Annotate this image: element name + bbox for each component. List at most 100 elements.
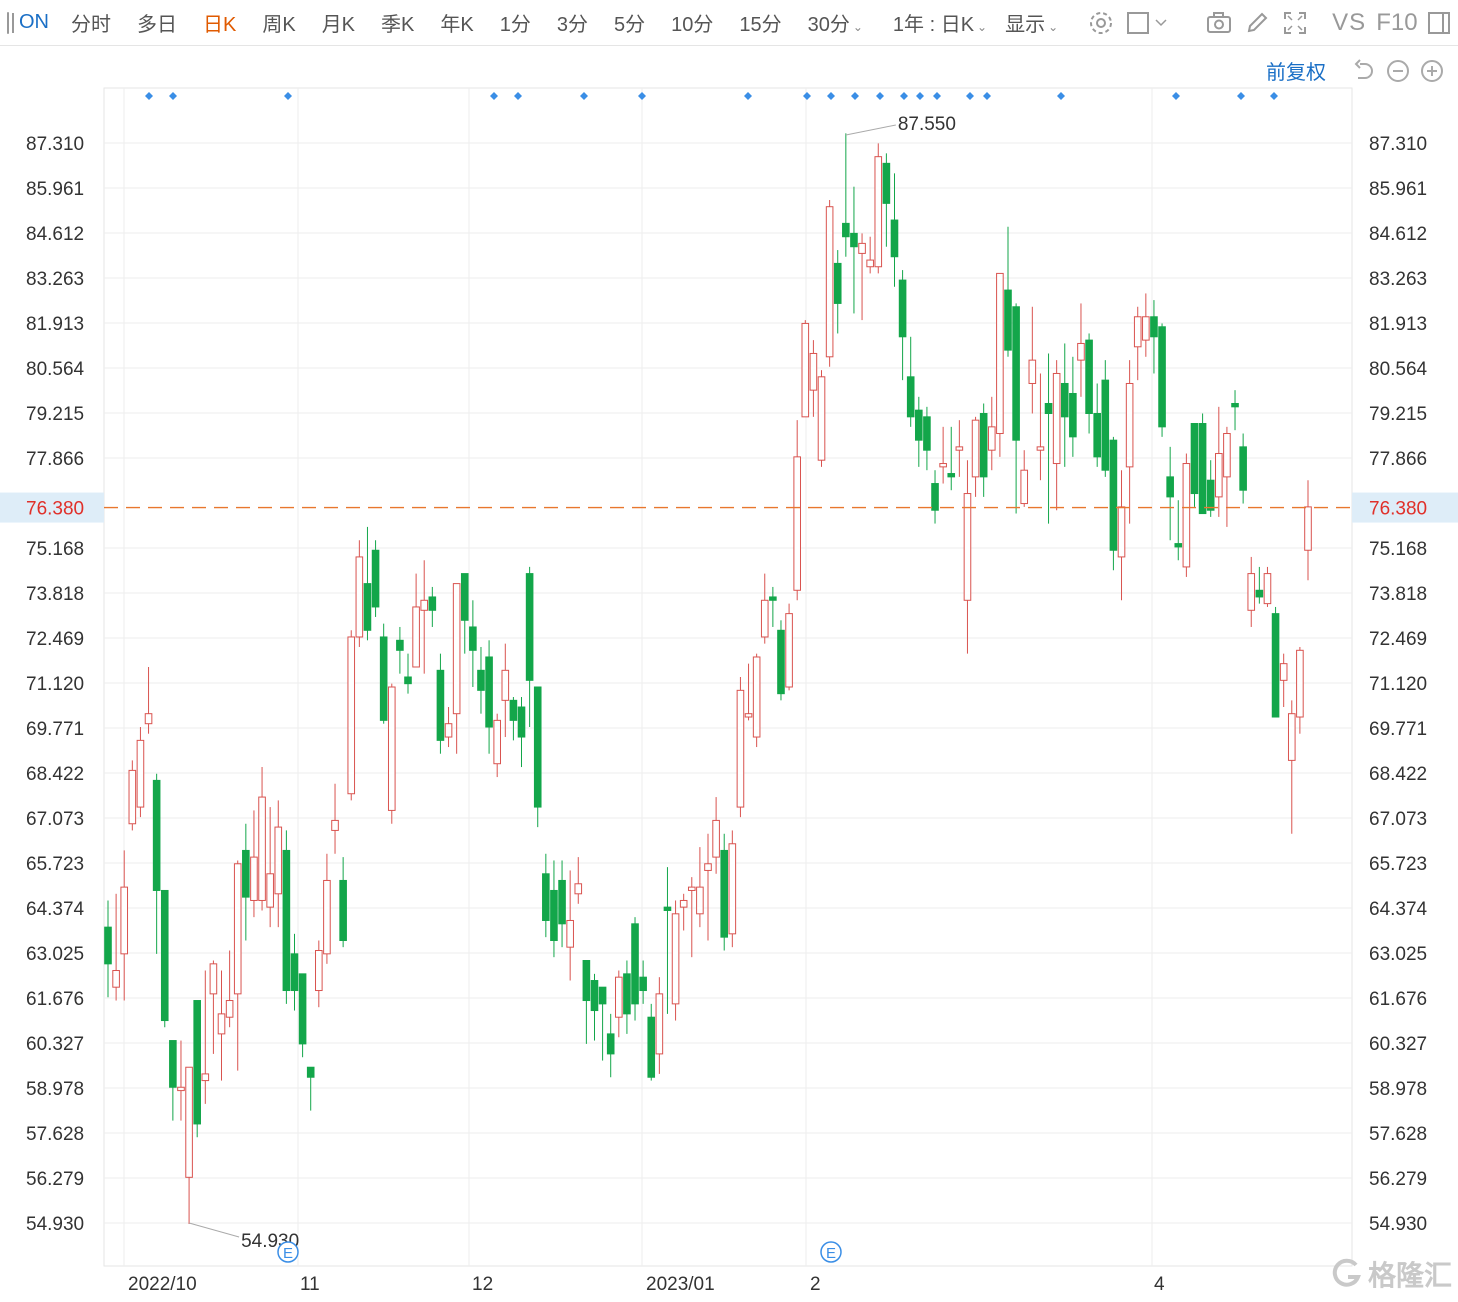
candle bbox=[128, 760, 137, 831]
panel-toggle-icon[interactable] bbox=[7, 11, 14, 34]
candle-body bbox=[1166, 476, 1174, 498]
event-marker-icon bbox=[803, 92, 811, 100]
tab-5min[interactable]: 5分 bbox=[613, 14, 646, 36]
y-tick-label-right: 72.469 bbox=[1369, 629, 1427, 650]
candle-body bbox=[452, 583, 461, 715]
candle-body bbox=[525, 573, 534, 681]
tab-15min[interactable]: 15分 bbox=[739, 14, 782, 36]
compare-button[interactable]: VS bbox=[1332, 8, 1367, 36]
candle bbox=[606, 1013, 615, 1078]
candle bbox=[728, 830, 737, 948]
candle-body bbox=[769, 596, 777, 601]
pencil-icon[interactable] bbox=[1244, 10, 1270, 36]
candle-body bbox=[760, 599, 769, 638]
camera-icon[interactable] bbox=[1206, 10, 1232, 36]
event-marker-icon bbox=[145, 92, 153, 100]
ticker-symbol[interactable]: ON bbox=[19, 11, 49, 33]
candle-body bbox=[874, 156, 883, 268]
y-tick-label-right: 58.978 bbox=[1369, 1079, 1427, 1100]
candle bbox=[744, 663, 753, 721]
tab-weekly-k[interactable]: 周K bbox=[262, 14, 296, 36]
y-tick-label-left: 56.279 bbox=[26, 1169, 84, 1190]
square-icon[interactable] bbox=[1126, 10, 1170, 36]
candle-body bbox=[866, 259, 874, 268]
candle-body bbox=[347, 636, 356, 795]
candle-body bbox=[509, 699, 518, 721]
candle-body bbox=[712, 819, 720, 858]
candle-body bbox=[193, 1000, 201, 1125]
f10-button[interactable]: F10 bbox=[1376, 8, 1418, 36]
candle bbox=[793, 420, 801, 601]
candle-body bbox=[201, 1073, 210, 1082]
y-tick-label-left: 65.723 bbox=[26, 854, 84, 875]
candle bbox=[144, 666, 153, 734]
zoom-in-icon[interactable] bbox=[1420, 58, 1444, 84]
candle-body bbox=[1231, 402, 1239, 408]
candle-body bbox=[963, 493, 972, 601]
display-dropdown[interactable]: 显示 ⌄ bbox=[1005, 8, 1058, 37]
tab-monthly-k[interactable]: 月K bbox=[321, 14, 356, 36]
event-marker-icon bbox=[514, 92, 522, 100]
candle-body bbox=[623, 973, 631, 1015]
candle bbox=[915, 396, 923, 467]
zoom-out-icon[interactable] bbox=[1386, 58, 1410, 84]
candle bbox=[1028, 306, 1037, 414]
tab-10min[interactable]: 10分 bbox=[671, 14, 714, 36]
tab-3min[interactable]: 3分 bbox=[556, 14, 588, 36]
tab-yearly-k[interactable]: 年K bbox=[440, 14, 474, 36]
fullscreen-icon[interactable] bbox=[1282, 10, 1308, 36]
candle-body bbox=[428, 596, 437, 611]
event-marker-icon bbox=[490, 92, 498, 100]
candle-body bbox=[825, 206, 834, 358]
candle bbox=[485, 640, 493, 754]
candle bbox=[1247, 556, 1256, 627]
candle-body bbox=[1255, 589, 1264, 598]
candle-body bbox=[598, 986, 607, 1005]
candle-body bbox=[1239, 446, 1247, 491]
tab-1min[interactable]: 1分 bbox=[499, 14, 531, 36]
candle bbox=[1077, 303, 1085, 397]
candle bbox=[1158, 323, 1166, 437]
candle bbox=[1287, 700, 1296, 834]
candle bbox=[477, 646, 485, 714]
candle-body bbox=[266, 873, 274, 908]
candle bbox=[615, 970, 623, 1038]
y-tick-label-right: 63.025 bbox=[1369, 944, 1427, 965]
tab-quarterly-k[interactable]: 季K bbox=[381, 14, 415, 36]
gear-icon[interactable] bbox=[1088, 10, 1114, 36]
candle-body bbox=[809, 352, 818, 391]
candle bbox=[460, 573, 469, 654]
candle-body bbox=[323, 879, 331, 955]
candle-body bbox=[1263, 573, 1272, 605]
tab-intraday[interactable]: 分时 bbox=[71, 14, 111, 36]
candle-body bbox=[639, 976, 647, 992]
price-adjust-toggle[interactable]: 前复权 bbox=[1266, 62, 1326, 84]
x-tick-label: 4 bbox=[1154, 1274, 1165, 1295]
candle bbox=[347, 630, 356, 801]
candle-body bbox=[890, 219, 899, 258]
sidebar-icon[interactable] bbox=[1426, 10, 1452, 36]
tab-daily-k[interactable]: 日K bbox=[203, 14, 237, 36]
candle-body bbox=[971, 419, 980, 478]
candle-body bbox=[533, 686, 542, 808]
candle bbox=[858, 233, 866, 321]
candle bbox=[1182, 453, 1191, 577]
tab-multi-day[interactable]: 多日 bbox=[137, 14, 177, 36]
undo-icon[interactable] bbox=[1352, 58, 1376, 84]
range-select[interactable]: 1年 : 日K ⌄ bbox=[893, 8, 987, 37]
candle-body bbox=[858, 242, 866, 254]
candle-body bbox=[817, 376, 826, 461]
candle bbox=[582, 960, 591, 1044]
candle-body bbox=[679, 899, 688, 908]
candle-body bbox=[501, 669, 510, 701]
candle-body bbox=[1198, 423, 1207, 515]
candle-body bbox=[517, 706, 526, 738]
candle-body bbox=[152, 779, 161, 891]
candle-body bbox=[647, 1016, 656, 1078]
tab-30min[interactable]: 30分 ⌄ bbox=[808, 8, 863, 37]
candle bbox=[298, 973, 307, 1058]
candle bbox=[274, 800, 283, 928]
y-tick-label-left: 64.374 bbox=[26, 899, 85, 920]
earnings-marker-label: E bbox=[826, 1245, 836, 1262]
